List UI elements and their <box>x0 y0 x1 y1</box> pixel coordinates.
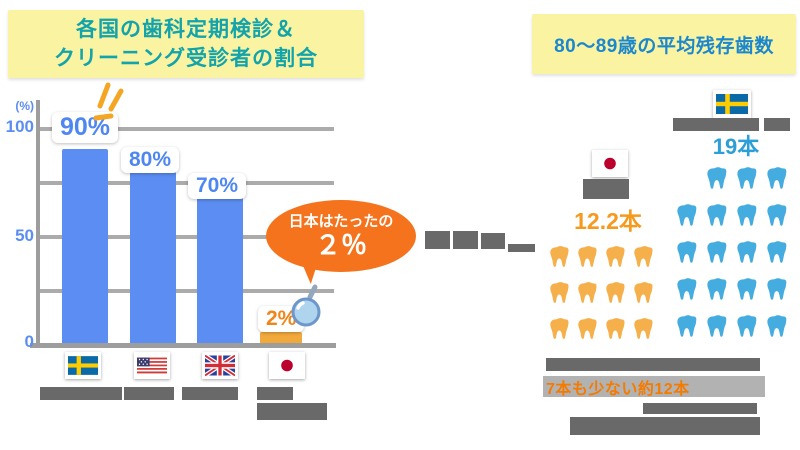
tooth-icon <box>632 277 657 309</box>
y-axis-line <box>36 100 40 347</box>
callout-line2: ２％ <box>314 230 367 260</box>
tooth-icon <box>765 273 791 306</box>
tooth-icon <box>675 236 701 269</box>
redacted-caption-line2 <box>643 403 757 414</box>
flag-japan-icon <box>269 352 305 379</box>
tooth-icon <box>735 273 761 306</box>
tooth-icon <box>604 277 629 309</box>
bar-japan <box>260 332 302 343</box>
flag-usa-icon <box>134 352 170 379</box>
x-axis-line <box>30 343 336 348</box>
gridline-50 <box>38 235 334 239</box>
left-title-line2: クリーニング受診者の割合 <box>54 47 318 70</box>
highlight-text: 7本も少ない約12本 <box>546 380 690 398</box>
redacted-caption-line3 <box>570 417 760 435</box>
sweden-teeth-grid <box>675 162 791 343</box>
redacted-caption-line1 <box>546 358 760 371</box>
y-tick-50: 50 <box>15 226 34 245</box>
tooth-icon <box>576 277 601 309</box>
tooth-icon <box>765 199 791 232</box>
y-tick-0: 0 <box>24 332 34 351</box>
flag-sweden-right-icon <box>713 90 751 118</box>
tooth-icon <box>675 273 701 306</box>
flag-uk-icon <box>202 352 238 379</box>
tooth-icon <box>576 313 601 345</box>
tooth-icon <box>576 241 601 273</box>
tooth-icon <box>765 310 791 343</box>
tooth-icon <box>604 313 629 345</box>
japan-teeth-count-label: 12.2本 <box>574 208 642 234</box>
redacted-label-sweden <box>40 387 122 400</box>
bar-value-uk: 70% <box>188 173 247 199</box>
redacted-middle-ellipsis <box>508 244 535 252</box>
callout-bubble: 日本はたったの ２％ <box>266 200 416 272</box>
redacted-middle-text-1 <box>425 231 450 249</box>
tooth-icon <box>705 273 731 306</box>
tooth-icon <box>705 236 731 269</box>
tooth-icon <box>632 313 657 345</box>
tooth-icon <box>735 162 761 195</box>
redacted-label-usa <box>124 387 174 400</box>
flag-japan-right-icon <box>592 150 628 177</box>
redacted-sweden-name-2 <box>764 118 790 131</box>
left-panel-title: 各国の歯科定期検診＆ クリーニング受診者の割合 <box>8 10 364 78</box>
tooth-icon <box>548 277 573 309</box>
gridline-25 <box>38 289 334 293</box>
tooth-icon <box>675 199 701 232</box>
redacted-japan-name <box>583 179 629 199</box>
tooth-icon <box>735 199 761 232</box>
sweden-teeth-count-label: 19本 <box>712 134 760 159</box>
magnifier-icon <box>290 283 326 336</box>
japan-teeth-grid <box>548 241 657 345</box>
tooth-icon <box>548 241 573 273</box>
tooth-icon <box>548 313 573 345</box>
redacted-middle-text-3 <box>481 233 505 249</box>
tooth-icon <box>705 310 731 343</box>
tooth-icon <box>632 241 657 273</box>
right-title-text: 80〜89歳の平均残存歯数 <box>554 35 774 57</box>
bar-value-usa: 80% <box>121 147 180 173</box>
tooth-icon <box>735 310 761 343</box>
redacted-sweden-name <box>673 118 759 131</box>
highlight-band: 7本も少ない約12本 <box>543 376 765 398</box>
tooth-icon <box>735 236 761 269</box>
redacted-label-uk <box>182 387 238 400</box>
left-title-line1: 各国の歯科定期検診＆ <box>76 18 296 41</box>
flag-sweden-icon <box>65 352 101 379</box>
redacted-note-japan <box>257 403 327 420</box>
gridline-100 <box>38 127 334 131</box>
redacted-label-japan <box>257 387 293 400</box>
tooth-icon <box>765 162 791 195</box>
y-axis-unit-label: (%) <box>15 99 34 113</box>
bar-sweden <box>62 149 108 343</box>
bar-uk <box>197 192 243 343</box>
right-panel-title: 80〜89歳の平均残存歯数 <box>532 14 796 74</box>
tooth-icon <box>705 162 731 195</box>
callout-line1: 日本はたったの <box>288 213 394 230</box>
sparkle-icon <box>92 82 132 131</box>
gridline-75 <box>38 181 334 185</box>
bar-usa <box>130 170 176 343</box>
tooth-icon <box>765 236 791 269</box>
tooth-icon <box>604 241 629 273</box>
redacted-middle-text-2 <box>453 231 478 249</box>
tooth-icon <box>705 199 731 232</box>
y-tick-100: 100 <box>5 117 34 136</box>
tooth-icon <box>675 310 701 343</box>
